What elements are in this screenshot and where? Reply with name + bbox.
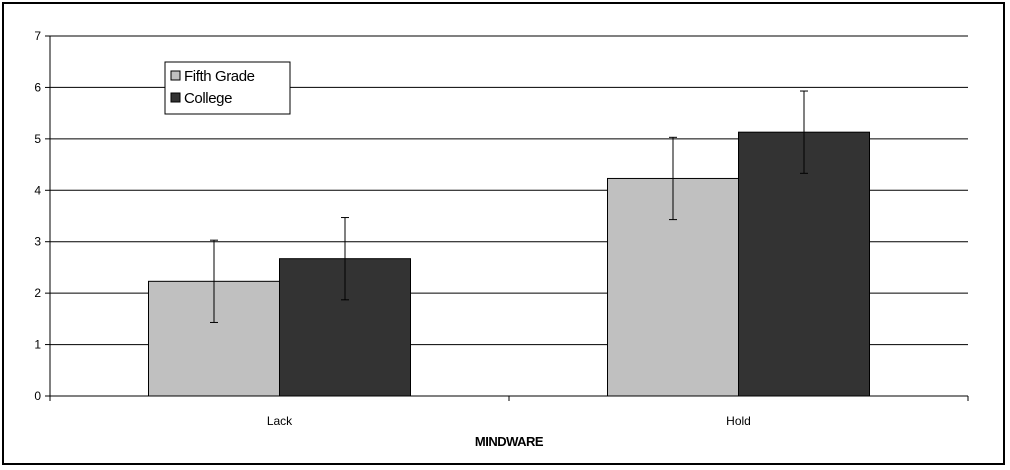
- bars: [148, 131, 870, 397]
- legend-swatch-college: [170, 92, 181, 103]
- legend-swatch-fifth-grade: [170, 70, 181, 81]
- legend: Fifth Grade College: [164, 61, 291, 115]
- y-tick-label-3: 3: [34, 235, 41, 249]
- y-tick-label-4: 4: [34, 183, 41, 197]
- y-tick-label-6: 6: [34, 80, 41, 94]
- x-category-label-lack: Lack: [267, 414, 293, 428]
- legend-label-fifth-grade: Fifth Grade: [184, 68, 255, 85]
- axes: [45, 35, 969, 401]
- y-tick-label-0: 0: [34, 389, 41, 403]
- bar-college-hold: [738, 131, 870, 397]
- x-category-label-hold: Hold: [726, 414, 751, 428]
- y-tick-label-5: 5: [34, 132, 41, 146]
- legend-label-college: College: [184, 90, 232, 107]
- error-bars: [210, 90, 808, 323]
- x-axis-title: MINDWARE: [475, 434, 544, 449]
- y-tick-label-2: 2: [34, 286, 41, 300]
- y-tick-label-7: 7: [34, 29, 41, 43]
- legend-box: [164, 61, 291, 115]
- x-category-labels: Lack Hold: [267, 414, 751, 428]
- y-tick-labels: 0 1 2 3 4 5 6 7: [34, 29, 41, 403]
- y-tick-label-1: 1: [34, 338, 41, 352]
